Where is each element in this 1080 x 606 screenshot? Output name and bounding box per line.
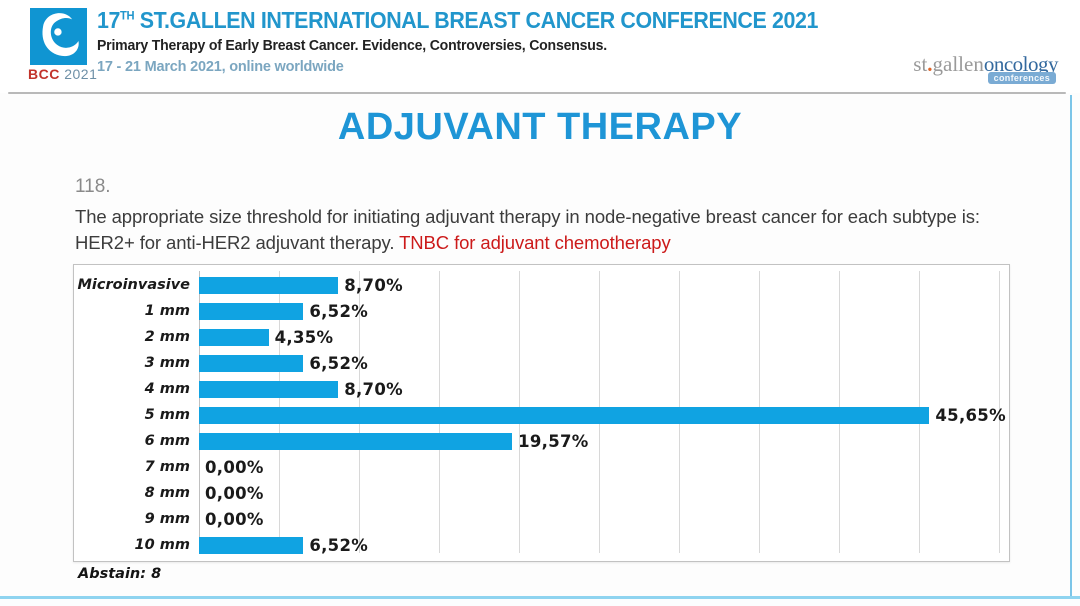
slide-bottom-strip — [0, 599, 1080, 606]
category-label: 5 mm — [144, 407, 190, 423]
conference-title: 17TH ST.GALLEN INTERNATIONAL BREAST CANC… — [97, 7, 818, 34]
category-label: Microinvasive — [77, 277, 190, 293]
gridline — [999, 271, 1000, 553]
bar — [199, 328, 269, 346]
value-label: 45,65% — [935, 405, 1006, 425]
bcc-logo-caption: BCC 2021 — [28, 66, 118, 82]
value-label: 6,52% — [309, 535, 369, 555]
value-label: 0,00% — [205, 457, 264, 477]
question-number: 118. — [75, 176, 111, 197]
bar-area: 6,52% — [199, 298, 1009, 324]
chart-row: 7 mm 0,00% — [74, 454, 1009, 480]
chart-row: 1 mm 6,52% — [74, 298, 1009, 324]
chart-row: 5 mm 45,65% — [74, 402, 1009, 428]
header-text-block: 17TH ST.GALLEN INTERNATIONAL BREAST CANC… — [97, 7, 872, 75]
category-label: 10 mm — [134, 537, 190, 553]
slide-right-edge-line — [1070, 95, 1072, 597]
conferences-badge: conferences — [987, 72, 1056, 84]
value-label: 0,00% — [205, 483, 264, 503]
vote-results-chart: Microinvasive 8,70% 1 mm 6,52% 2 mm 4,35% 3 mm… — [73, 264, 1010, 562]
slide-title: ADJUVANT THERAPY — [337, 106, 743, 148]
conference-title-ordinal: TH — [120, 8, 135, 23]
chart-row: 10 mm 6,52% — [74, 532, 1009, 558]
conference-date: 17 - 21 March 2021, online worldwide — [97, 59, 344, 75]
bar-area: 6,52% — [199, 350, 1009, 376]
question-text: The appropriate size threshold for initi… — [75, 204, 1020, 257]
bar — [199, 354, 304, 372]
chart-row: 8 mm 0,00% — [74, 480, 1009, 506]
category-label: 9 mm — [144, 511, 190, 527]
bar-area: 0,00% — [199, 454, 1009, 480]
header-divider — [8, 92, 1066, 94]
bar-area: 19,57% — [199, 428, 1009, 454]
conference-header: BCC 2021 17TH ST.GALLEN INTERNATIONAL BR… — [0, 0, 1080, 94]
abstain-note: Abstain: 8 — [78, 566, 162, 582]
chart-row: 3 mm 6,52% — [74, 350, 1009, 376]
bar-area: 0,00% — [199, 480, 1009, 506]
bar-area: 8,70% — [199, 272, 1009, 298]
logo-orange-dot-icon: . — [927, 52, 933, 76]
bar — [199, 302, 304, 320]
value-label: 4,35% — [274, 327, 334, 347]
value-label: 8,70% — [344, 379, 403, 399]
bar — [199, 432, 513, 450]
chart-row: 9 mm 0,00% — [74, 506, 1009, 532]
bar-area: 8,70% — [199, 376, 1009, 402]
chart-row: Microinvasive 8,70% — [74, 272, 1009, 298]
conference-title-number: 17 — [97, 7, 121, 33]
value-label: 0,00% — [205, 509, 264, 529]
bar-area: 0,00% — [199, 506, 1009, 532]
conference-subtitle: Primary Therapy of Early Breast Cancer. … — [97, 38, 607, 54]
slide-bottom-line — [0, 596, 1080, 599]
chart-rows: Microinvasive 8,70% 1 mm 6,52% 2 mm 4,35% 3 mm… — [74, 272, 1009, 558]
category-label: 7 mm — [144, 459, 190, 475]
bcc-logo — [30, 8, 87, 65]
chart-row: 4 mm 8,70% — [74, 376, 1009, 402]
bcc-label: BCC — [28, 66, 60, 82]
conference-title-rest: ST.GALLEN INTERNATIONAL BREAST CANCER CO… — [134, 7, 819, 33]
swan-logo-icon — [30, 8, 87, 65]
bar — [199, 380, 339, 398]
category-label: 1 mm — [144, 303, 190, 319]
bar-area: 45,65% — [199, 402, 1009, 428]
value-label: 6,52% — [309, 353, 369, 373]
question-highlight-text: TNBC for adjuvant chemotherapy — [399, 232, 671, 254]
logo-st: st — [913, 52, 928, 76]
value-label: 19,57% — [518, 431, 589, 451]
value-label: 6,52% — [309, 301, 369, 321]
category-label: 8 mm — [144, 485, 190, 501]
question-main-text: The appropriate size threshold for initi… — [75, 206, 980, 254]
category-label: 3 mm — [144, 355, 190, 371]
chart-row: 6 mm 19,57% — [74, 428, 1009, 454]
category-label: 4 mm — [144, 381, 190, 397]
bar — [199, 536, 304, 554]
bar-area: 6,52% — [199, 532, 1009, 558]
bar — [199, 276, 339, 294]
bar — [199, 406, 930, 424]
category-label: 2 mm — [144, 329, 190, 345]
logo-gallen: gallen — [932, 52, 984, 76]
bcc-year-label: 2021 — [64, 66, 98, 82]
category-label: 6 mm — [144, 433, 190, 449]
bar-area: 4,35% — [199, 324, 1009, 350]
chart-row: 2 mm 4,35% — [74, 324, 1009, 350]
value-label: 8,70% — [344, 275, 403, 295]
